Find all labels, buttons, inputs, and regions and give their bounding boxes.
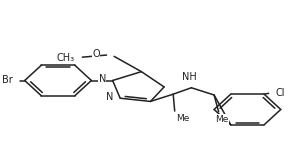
Text: O: O: [92, 49, 100, 59]
Text: NH: NH: [182, 72, 197, 82]
Text: Cl: Cl: [276, 88, 285, 98]
Text: Me: Me: [176, 114, 190, 123]
Text: Me: Me: [215, 115, 228, 124]
Text: N: N: [99, 74, 106, 84]
Text: N: N: [106, 92, 113, 102]
Text: CH₃: CH₃: [57, 53, 75, 63]
Text: Br: Br: [2, 75, 13, 85]
